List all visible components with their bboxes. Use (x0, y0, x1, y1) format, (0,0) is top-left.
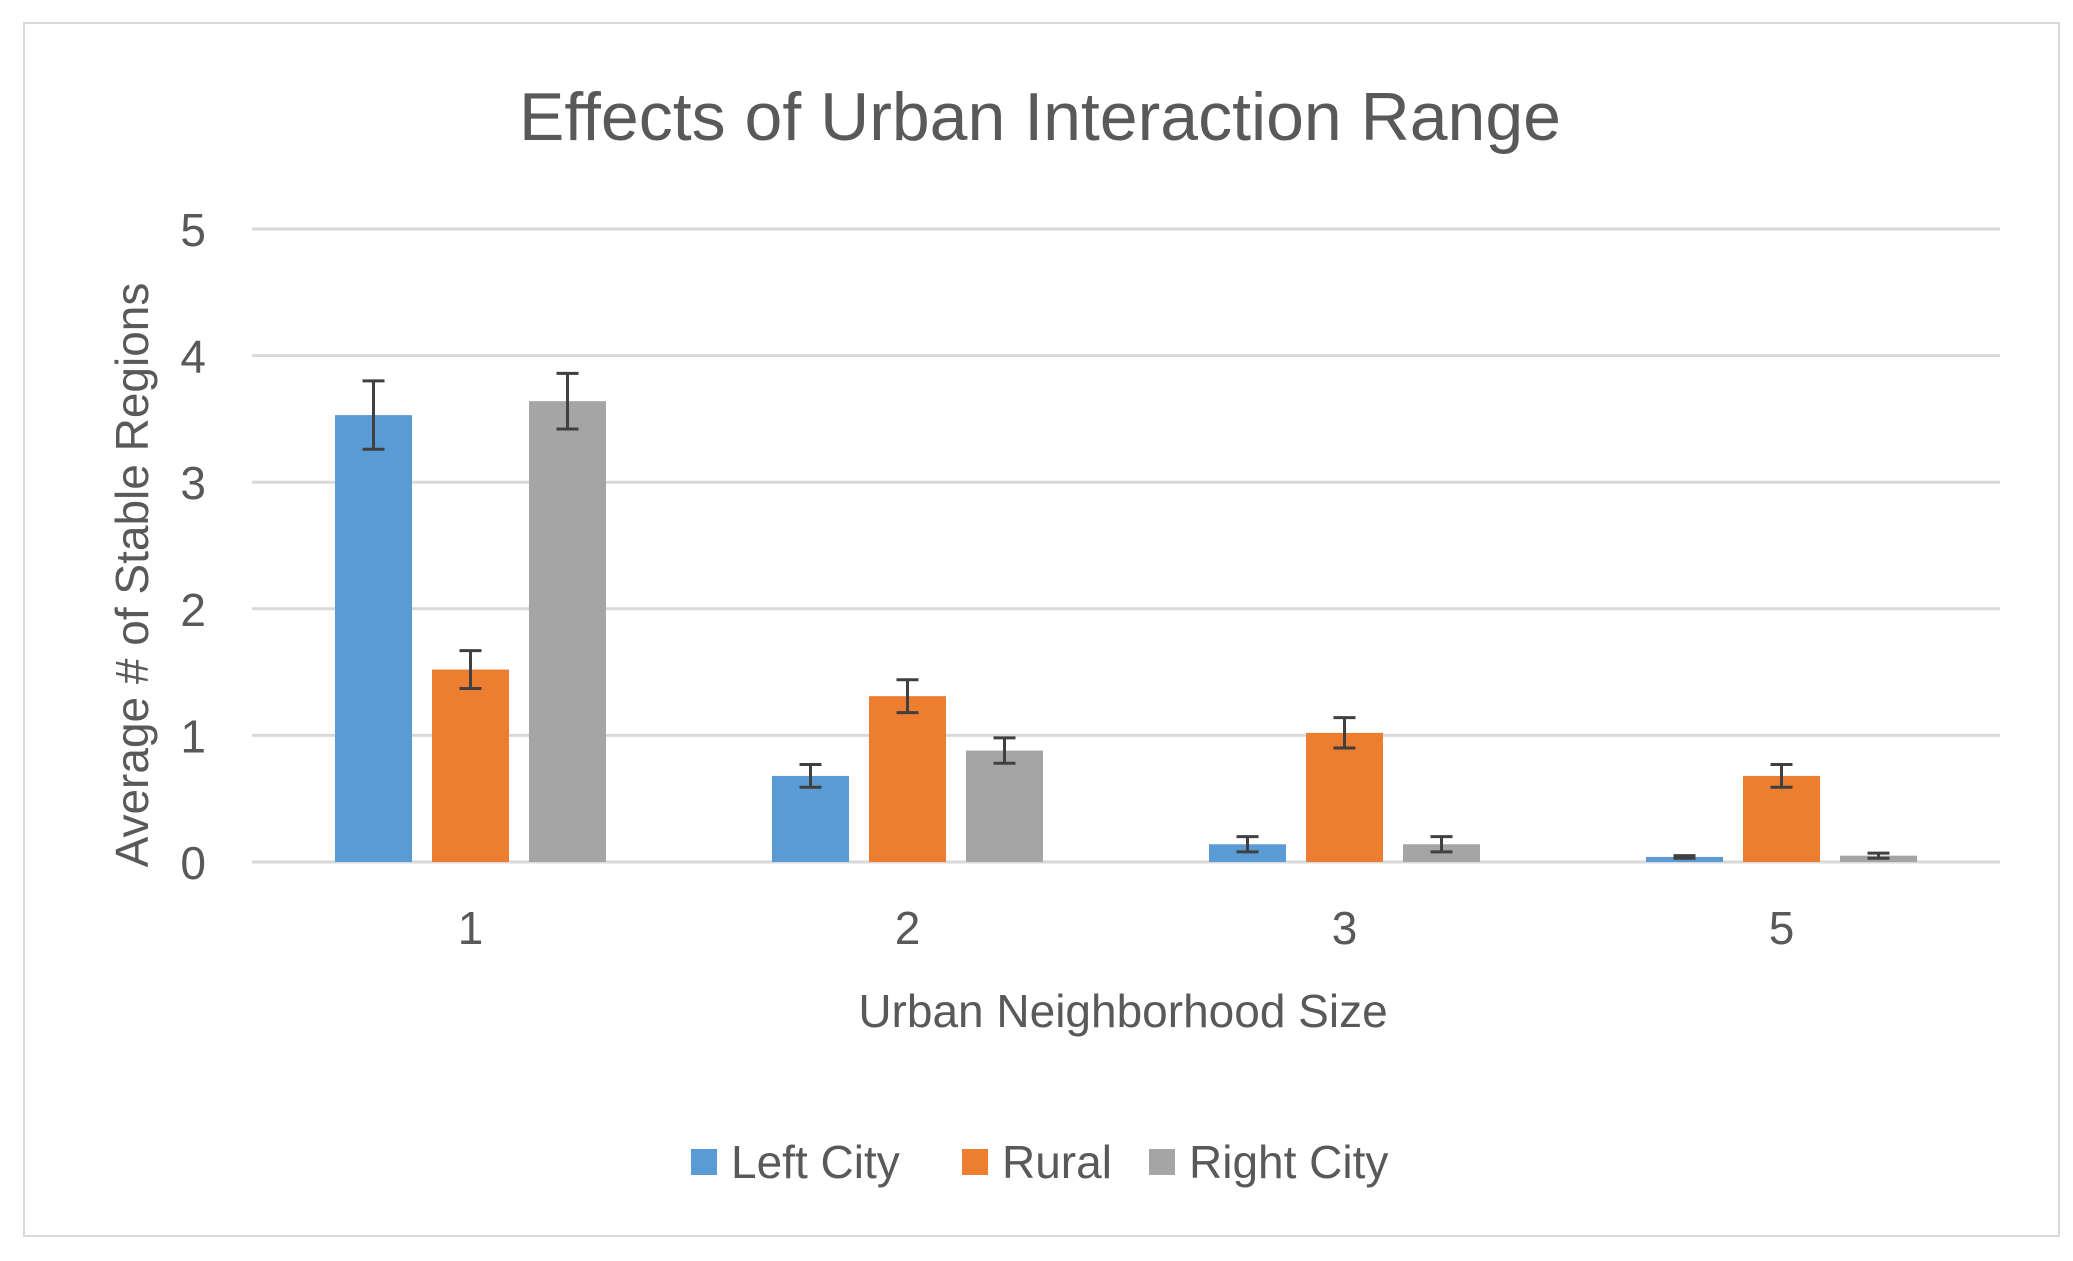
y-tick-label: 4 (180, 331, 206, 383)
x-tick-label: 2 (895, 902, 921, 954)
bar-rural-3 (1306, 732, 1383, 862)
y-tick-label: 5 (180, 204, 206, 256)
y-axis-label: Average # of Stable Regions (106, 283, 158, 868)
bar-left-city-2 (772, 775, 849, 862)
bar-right-city-1 (529, 401, 606, 862)
legend-swatch-left-city (691, 1149, 717, 1175)
bar-rural-1 (432, 669, 509, 862)
legend-label-rural: Rural (1002, 1136, 1112, 1188)
legend: Left City Rural Right City (691, 1136, 1388, 1188)
error-bars (362, 371, 1890, 860)
x-tick-label: 5 (1769, 902, 1795, 954)
x-tick-label: 1 (458, 902, 484, 954)
x-axis-ticks: 1 2 3 5 (458, 902, 1795, 954)
y-tick-label: 3 (180, 457, 206, 509)
legend-swatch-rural (962, 1149, 988, 1175)
legend-label-left-city: Left City (731, 1136, 900, 1188)
y-tick-label: 0 (180, 837, 206, 889)
x-tick-label: 3 (1332, 902, 1358, 954)
legend-swatch-right-city (1149, 1149, 1175, 1175)
chart-border (23, 22, 2060, 1237)
y-axis-ticks: 0 1 2 3 4 5 (180, 204, 206, 889)
bar-left-city-1 (335, 415, 412, 862)
legend-label-right-city: Right City (1189, 1136, 1388, 1188)
y-tick-label: 1 (180, 710, 206, 762)
bar-right-city-2 (966, 750, 1043, 862)
x-axis-label: Urban Neighborhood Size (858, 985, 1387, 1037)
bar-rural-2 (869, 696, 946, 862)
bar-rural-5 (1743, 775, 1820, 862)
chart-title: Effects of Urban Interaction Range (519, 79, 1561, 155)
bars (335, 401, 1917, 862)
y-tick-label: 2 (180, 584, 206, 636)
